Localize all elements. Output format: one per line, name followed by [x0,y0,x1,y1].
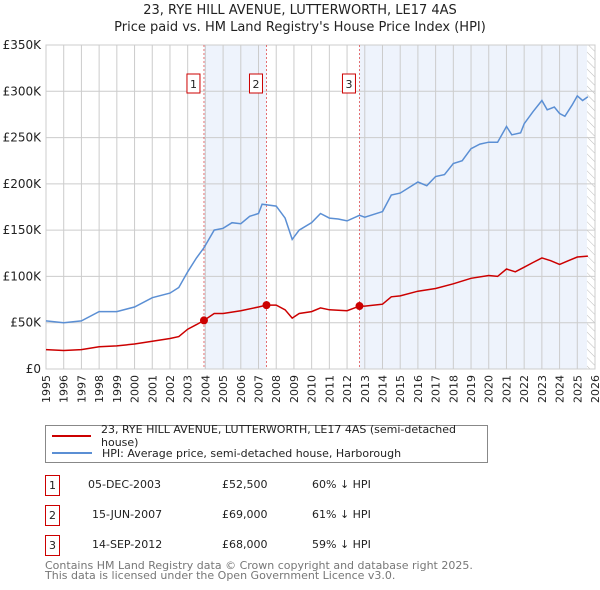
chart-title: 23, RYE HILL AVENUE, LUTTERWORTH, LE17 4… [143,3,457,18]
x-tick-label: 2011 [323,375,336,403]
transaction-marker: 1 [45,475,60,496]
x-tick-label: 2007 [253,375,266,403]
x-tick-label: 2013 [359,375,372,403]
transaction-date: 14-SEP-2012 [92,538,163,551]
x-tick-label: 2012 [341,375,354,403]
transaction-date: 15-JUN-2007 [92,508,163,521]
x-tick-label: 2018 [447,375,460,403]
y-tick-label: £0 [26,362,41,376]
x-tick-label: 2004 [199,375,212,403]
y-tick-label: £200K [3,177,43,191]
x-tick-label: 2017 [430,375,443,403]
x-tick-label: 2014 [376,375,389,403]
x-tick-label: 2016 [412,375,425,403]
transaction-hpi: 59% ↓ HPI [312,538,371,551]
y-tick-label: £150K [3,223,43,237]
legend-item-hpi: HPI: Average price, semi-detached house,… [52,445,401,461]
x-tick-label: 2010 [306,375,319,403]
transaction-price: £52,500 [222,478,268,491]
plot-border [45,44,596,370]
footer-licence: This data is licensed under the Open Gov… [45,569,396,582]
forecast-hatch [587,45,595,369]
transaction-price: £69,000 [222,508,268,521]
chart-subtitle: Price paid vs. HM Land Registry's House … [114,20,486,35]
x-tick-label: 1996 [58,375,71,403]
transaction-row: 1 05-DEC-2003 £52,500 60% ↓ HPI [45,475,545,496]
sale-point [355,302,364,311]
x-tick-label: 2000 [129,375,142,403]
x-tick-label: 2009 [288,375,301,403]
transaction-row: 2 15-JUN-2007 £69,000 61% ↓ HPI [45,505,545,526]
x-tick-label: 1999 [111,375,124,403]
footer-copyright: Contains HM Land Registry data © Crown c… [45,559,473,572]
y-tick-label: £100K [3,269,43,283]
x-tick-label: 2019 [465,375,478,403]
transaction-hpi: 61% ↓ HPI [312,508,371,521]
legend: 23, RYE HILL AVENUE, LUTTERWORTH, LE17 4… [45,423,488,463]
sale-label: 3 [345,78,352,91]
legend-label-property: 23, RYE HILL AVENUE, LUTTERWORTH, LE17 4… [101,423,456,449]
sale-label: 2 [252,78,259,91]
y-tick-label: £350K [3,38,43,52]
sale-label-box [248,73,263,94]
x-tick-label: 2005 [217,375,230,403]
shaded-region [359,45,588,369]
x-tick-label: 2020 [483,375,496,403]
x-tick-label: 2021 [500,375,513,403]
y-tick-label: £300K [3,84,43,98]
legend-label-hpi: HPI: Average price, semi-detached house,… [102,446,402,460]
sale-point [199,316,208,325]
legend-swatch-hpi [52,452,92,454]
x-tick-label: 1997 [75,375,88,403]
x-tick-label: 1995 [40,375,53,403]
sale-label-box [341,73,356,94]
x-tick-label: 2022 [518,375,531,403]
transaction-price: £68,000 [222,538,268,551]
x-tick-label: 2023 [536,375,549,403]
sale-label: 1 [190,78,197,91]
x-tick-label: 2015 [394,375,407,403]
x-tick-label: 2002 [164,375,177,403]
series-line [45,255,588,352]
x-tick-label: 2008 [270,375,283,403]
series-line [45,94,589,324]
transaction-row: 3 14-SEP-2012 £68,000 59% ↓ HPI [45,535,545,556]
sale-label-box [186,73,201,94]
legend-swatch-property [52,435,91,437]
transaction-date: 05-DEC-2003 [88,478,162,491]
x-tick-label: 2024 [554,375,567,403]
x-tick-label: 2003 [182,375,195,403]
x-tick-label: 2006 [235,375,248,403]
shaded-region [203,45,267,369]
transaction-marker: 3 [45,535,60,556]
legend-item-property: 23, RYE HILL AVENUE, LUTTERWORTH, LE17 4… [52,423,487,449]
x-tick-label: 2026 [589,375,600,403]
x-tick-label: 1998 [93,375,106,403]
y-tick-label: £50K [10,316,42,330]
y-tick-label: £250K [3,131,43,145]
x-tick-label: 2025 [571,375,584,403]
transaction-marker: 2 [45,505,60,526]
sale-point [262,301,271,310]
x-tick-label: 2001 [146,375,159,403]
transaction-hpi: 60% ↓ HPI [312,478,371,491]
price-chart: 1995 1996 1997 1998 1999 2000 2001 2002 2003 2004… [3,38,600,403]
